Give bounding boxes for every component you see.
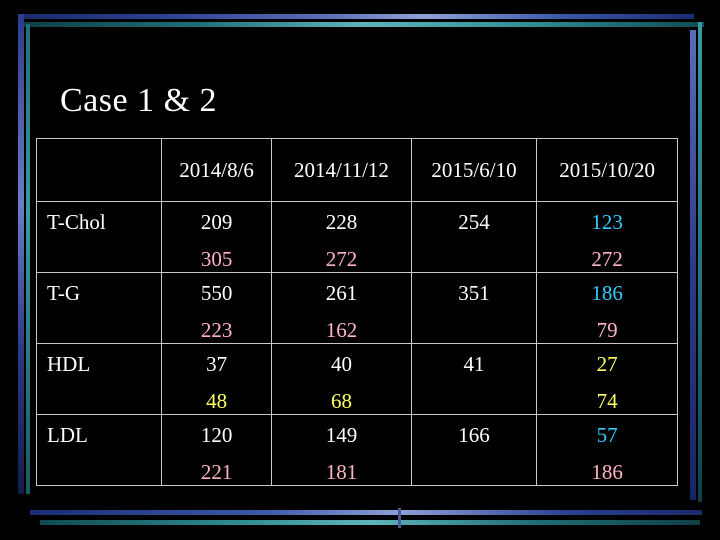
value-primary: 41 [463,352,485,376]
date-header: 2015/6/10 [410,138,538,202]
value-primary: 254 [458,210,490,234]
row-label: HDL [47,352,91,376]
table-cell: 120 221 [160,414,273,486]
value-secondary: 221 [200,460,233,484]
value-secondary: 305 [200,247,233,271]
frame-bar-right [690,30,696,500]
date-header: 2014/8/6 [160,138,273,202]
frame-bar-left [18,14,24,494]
table-cell: 41 [410,343,538,415]
table-cell: 37 48 [160,343,273,415]
value-secondary: 68 [330,389,352,413]
value-primary: 37 [206,352,228,376]
value-secondary: 223 [200,318,233,342]
value-primary: 351 [458,281,490,305]
table-cell: 261 162 [271,272,412,344]
frame-bar-tick [398,508,401,528]
value-primary: 209 [200,210,233,234]
slide-title: Case 1 & 2 [60,82,218,119]
frame-bar-top-inner [24,22,704,27]
value-primary: 27 [596,352,618,376]
value-secondary: 186 [591,460,623,484]
value-primary: 40 [330,352,352,376]
value-primary: 120 [200,423,233,447]
frame-bar-bottom [30,510,702,515]
row-label: T-Chol [47,210,106,234]
frame-bar-bottom-inner [40,520,700,525]
table-row: T-Chol 209 305 228 272 254 123 272 [36,201,678,273]
frame-bar-left-inner [26,24,30,494]
table-row: LDL 120 221 149 181 166 57 186 [36,414,678,486]
table-cell: 57 186 [536,414,678,486]
date-header: 2015/10/20 [536,138,678,202]
table-cell: 209 305 [160,201,273,273]
table-cell: 149 181 [271,414,412,486]
table-cell: 351 [410,272,538,344]
table-cell: 123 272 [536,201,678,273]
value-primary: 149 [325,423,358,447]
value-secondary: 79 [596,318,618,342]
value-secondary: 162 [325,318,358,342]
table-cell: 254 [410,201,538,273]
row-label-cell: LDL [36,414,162,486]
table-cell: 550 223 [160,272,273,344]
frame-bar-top [18,14,694,19]
row-label: LDL [47,423,88,447]
row-label-cell: T-Chol [36,201,162,273]
lab-results-table: 2014/8/6 2014/11/12 2015/6/10 2015/10/20… [36,138,678,486]
value-primary: 57 [596,423,618,447]
table-cell: 186 79 [536,272,678,344]
table-cell: 228 272 [271,201,412,273]
table-row: HDL 37 48 40 68 41 27 74 [36,343,678,415]
value-secondary: 181 [325,460,358,484]
row-label: T-G [47,281,81,305]
date-header: 2014/11/12 [271,138,412,202]
value-primary: 123 [591,210,623,234]
table-cell: 40 68 [271,343,412,415]
row-label-cell: T-G [36,272,162,344]
frame-bar-right-inner [698,22,702,502]
table-row: T-G 550 223 261 162 351 186 79 [36,272,678,344]
value-primary: 166 [458,423,490,447]
value-secondary: 74 [596,389,618,413]
table-cell: 166 [410,414,538,486]
value-primary: 228 [325,210,358,234]
value-primary: 186 [591,281,623,305]
value-primary: 550 [200,281,233,305]
table-header-row: 2014/8/6 2014/11/12 2015/6/10 2015/10/20 [36,138,678,202]
row-label-cell: HDL [36,343,162,415]
value-secondary: 48 [206,389,228,413]
value-secondary: 272 [591,247,623,271]
table-cell: 27 74 [536,343,678,415]
value-secondary: 272 [325,247,358,271]
value-primary: 261 [325,281,358,305]
corner-cell [36,138,162,202]
